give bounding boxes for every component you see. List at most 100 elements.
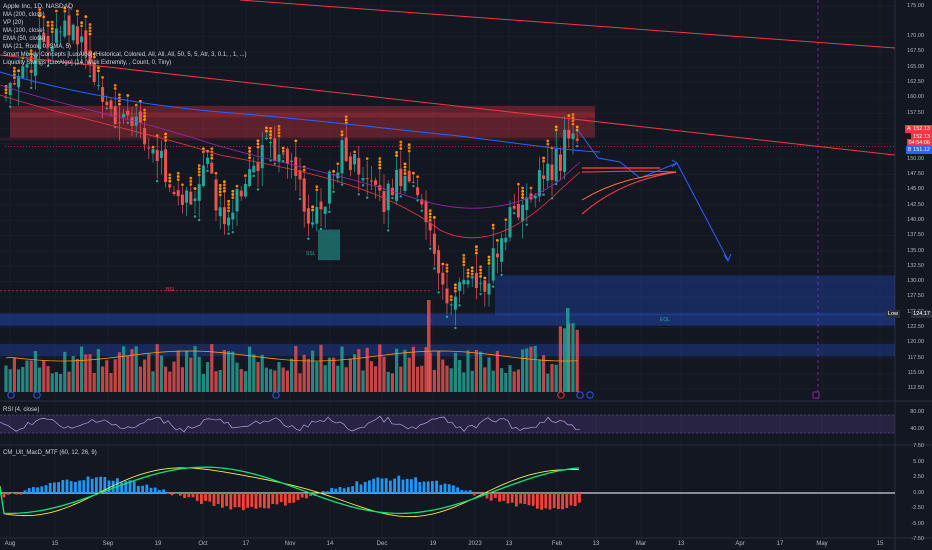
macd-pane	[0, 466, 895, 518]
macd-histogram-bar	[145, 484, 149, 493]
macd-histogram-bar	[309, 493, 312, 496]
price-tick-label: 167.50	[907, 48, 924, 55]
volume-bar	[306, 358, 310, 392]
liquidity-dot	[50, 27, 54, 30]
macd-histogram-bar	[162, 489, 165, 493]
liquidity-dot	[223, 189, 226, 193]
candle-body	[80, 36, 84, 43]
volume-bar	[168, 371, 172, 392]
macd-histogram-bar	[401, 479, 405, 493]
macd-histogram-bar	[61, 480, 65, 493]
volume-bar	[193, 346, 197, 392]
macd-histogram-bar	[561, 493, 564, 510]
legend-line-1[interactable]: MA (200, close)	[3, 12, 45, 18]
volume-bar	[105, 360, 109, 392]
date-tick-label: 14	[326, 541, 334, 547]
macd-histogram-bar	[23, 490, 27, 493]
macd-legend[interactable]: CM_Ult_MacD_MTF (60, 12, 26, 9)	[3, 450, 97, 456]
candle-body	[311, 222, 315, 225]
liquidity-dot	[113, 83, 117, 87]
macd-histogram-bar	[456, 487, 459, 493]
liquidity-dot	[525, 223, 528, 226]
liquidity-dot	[101, 75, 104, 79]
volume-bar	[155, 344, 159, 392]
liquidity-dot	[470, 272, 474, 276]
liquidity-dot	[80, 61, 83, 64]
candle-body	[256, 162, 260, 171]
legend-line-5[interactable]: MA (21, Rook, 0, SMA, 5)	[3, 44, 72, 50]
volume-bar	[134, 346, 138, 392]
candle-body	[516, 204, 520, 218]
liquidity-dot	[38, 11, 41, 15]
indicator-legend[interactable]: Apple Inc, 1D, NASDAQ MA (200, close) VP…	[3, 3, 246, 67]
candle-body	[105, 101, 109, 106]
liquidity-dot	[496, 238, 499, 242]
macd-tick-label: 5.00	[913, 458, 924, 465]
volume-bar	[130, 349, 134, 392]
volume-bar	[59, 373, 63, 392]
candle-body	[218, 207, 222, 217]
volume-bar	[323, 365, 327, 392]
macd-histogram-bar	[263, 493, 266, 509]
volume-bars	[4, 300, 579, 392]
candle-body	[348, 156, 352, 171]
volume-bar	[50, 373, 54, 392]
date-tick-label: 17	[776, 541, 784, 547]
liquidity-dot	[92, 55, 96, 59]
candle-body	[521, 204, 525, 222]
descending-trendline	[0, 54, 896, 156]
macd-histogram-bar	[422, 481, 426, 493]
candle-body	[260, 144, 264, 169]
date-tick-label: 15	[51, 541, 59, 547]
volume-bar	[17, 369, 21, 392]
ma-200-line	[0, 71, 601, 153]
rsi-legend[interactable]: RSI (4, close)	[3, 407, 40, 413]
symbol-title[interactable]: Apple Inc, 1D, NASDAQ	[3, 3, 74, 10]
volume-bar	[407, 357, 411, 392]
volume-bar	[525, 348, 529, 392]
liquidity-dot	[97, 69, 100, 73]
macd-histogram-bar	[578, 493, 581, 503]
liquidity-dot	[328, 210, 331, 214]
macd-histogram-bar	[355, 481, 359, 493]
legend-line-6[interactable]: Smart Money Concepts [LuxAlgo] (Historic…	[3, 52, 247, 58]
candle-body	[315, 206, 319, 224]
macd-histogram-bar	[179, 493, 182, 496]
ask-price-tag: 152.13	[911, 125, 932, 133]
liquidity-dot	[575, 125, 579, 129]
macd-histogram-bar	[519, 493, 522, 504]
liquidity-dot	[479, 268, 482, 272]
macd-histogram-bar	[204, 493, 207, 501]
candle-body	[239, 190, 243, 197]
macd-histogram-bar	[6, 493, 10, 495]
liquidity-dot	[277, 128, 281, 131]
earnings-icon	[812, 391, 820, 399]
liquidity-dot	[529, 186, 533, 190]
legend-line-2[interactable]: VP (20)	[3, 20, 24, 26]
liquidity-dot	[227, 206, 231, 210]
volume-bar	[273, 370, 277, 392]
candle-body	[151, 149, 155, 154]
volume-bar	[33, 351, 37, 392]
liquidity-dot	[315, 185, 319, 189]
price-tick-label: 135.00	[907, 247, 924, 254]
liquidity-dot	[475, 245, 478, 249]
price-tick-label: 132.50	[907, 262, 924, 269]
macd-histogram-bar	[258, 493, 262, 508]
macd-histogram-bar	[250, 493, 254, 507]
macd-tick-label: -5.00	[911, 520, 924, 527]
legend-line-7[interactable]: Liquidity Swings [LuxAlgo] (14, Wick Ext…	[3, 60, 172, 66]
upper-trendline	[239, 0, 896, 49]
legend-line-4[interactable]: EMA (50, close)	[3, 36, 46, 42]
event-icon	[33, 391, 41, 399]
candle-body	[449, 304, 453, 306]
demand-zone	[495, 275, 895, 316]
macd-histogram-bar	[170, 493, 174, 496]
liquidity-dot	[126, 121, 129, 124]
volume-bar	[361, 370, 365, 392]
legend-line-3[interactable]: MA (100, close)	[3, 28, 45, 34]
macd-histogram-bar	[233, 493, 237, 508]
macd-histogram-bar	[65, 479, 69, 493]
red-projection	[581, 170, 677, 173]
